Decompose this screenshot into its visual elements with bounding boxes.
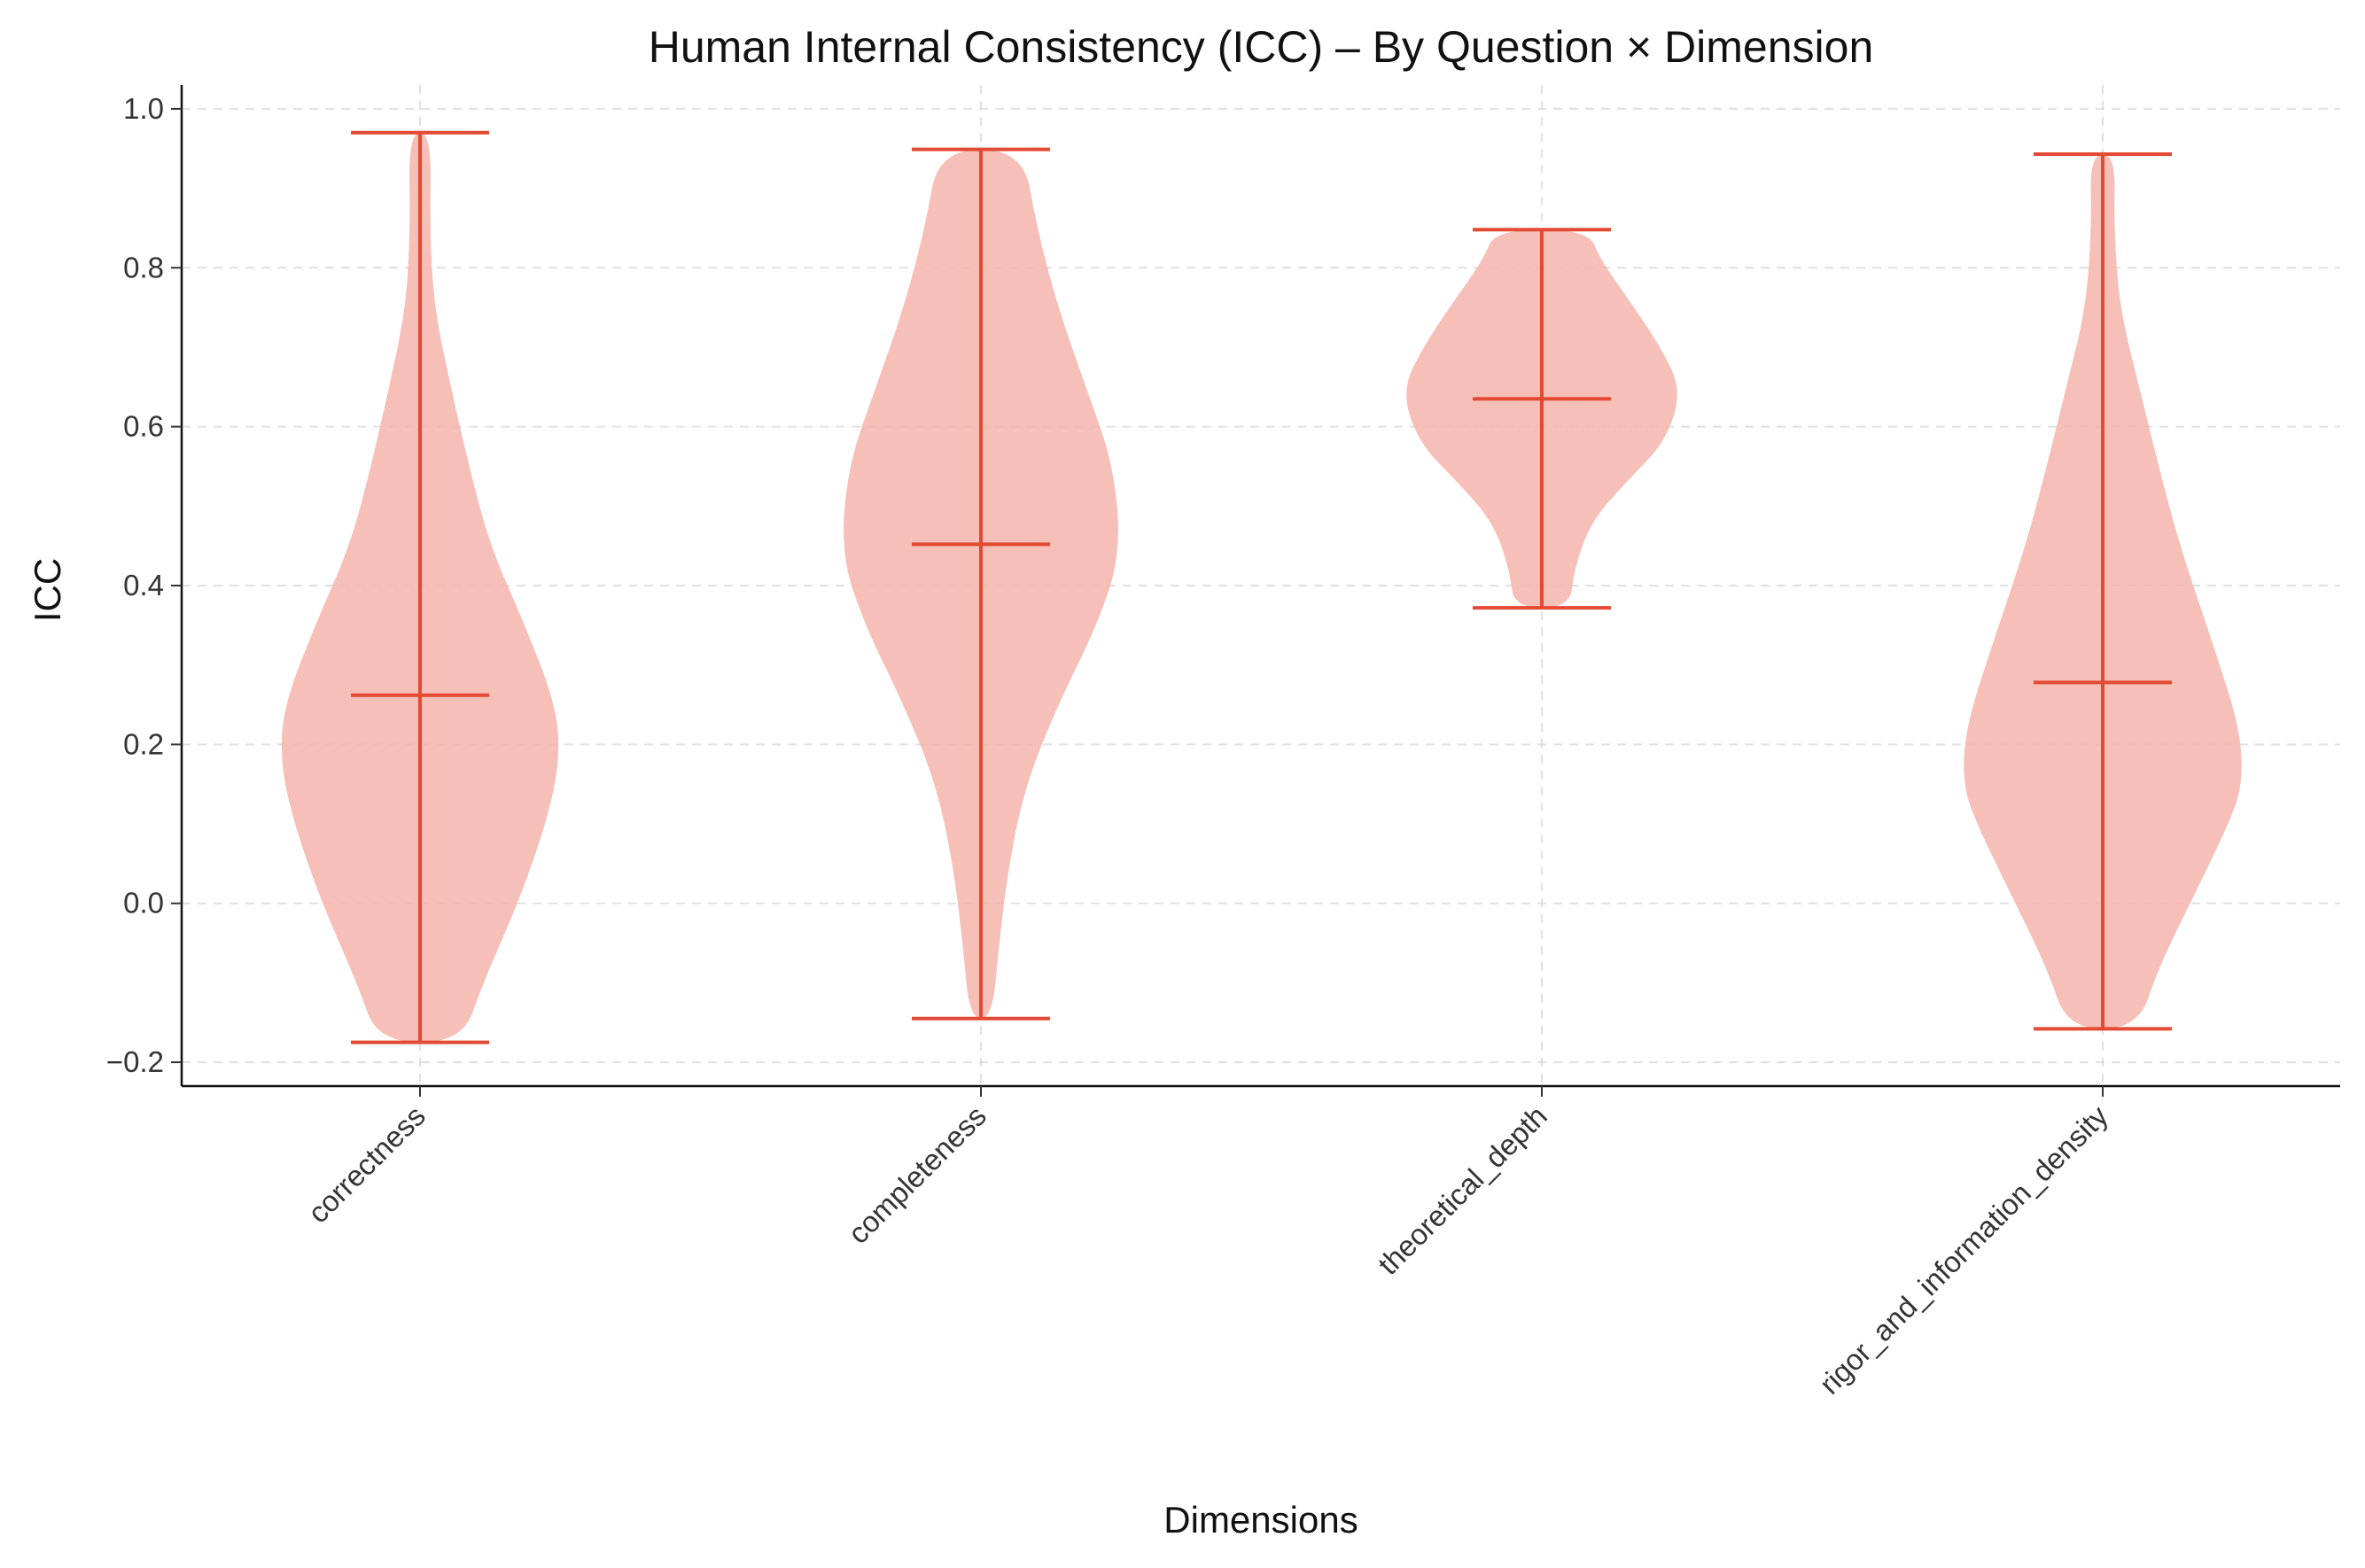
x-tick-label: correctness xyxy=(301,1099,432,1230)
chart-title: Human Internal Consistency (ICC) – By Qu… xyxy=(649,22,1874,72)
x-tick-label: completeness xyxy=(842,1099,992,1250)
y-axis-label: ICC xyxy=(27,558,68,622)
violins xyxy=(281,130,2242,1044)
y-tick-label: 0.2 xyxy=(123,727,164,760)
x-ticks: correctness completeness theoretical_depth… xyxy=(301,1086,2114,1401)
y-tick-label: 0.0 xyxy=(123,887,164,920)
y-tick-label: 0.8 xyxy=(123,251,164,283)
y-tick-label: 1.0 xyxy=(123,92,164,125)
y-ticks: −0.2 0.0 0.2 0.4 0.6 0.8 1.0 xyxy=(106,92,182,1078)
x-tick-label: rigor_and_information_density xyxy=(1813,1098,2114,1400)
y-tick-label: 0.4 xyxy=(123,569,164,602)
y-tick-label: −0.2 xyxy=(106,1045,164,1078)
x-tick-label: theoretical_depth xyxy=(1372,1099,1553,1281)
x-axis-label: Dimensions xyxy=(1163,1499,1358,1541)
y-tick-label: 0.6 xyxy=(123,410,164,443)
